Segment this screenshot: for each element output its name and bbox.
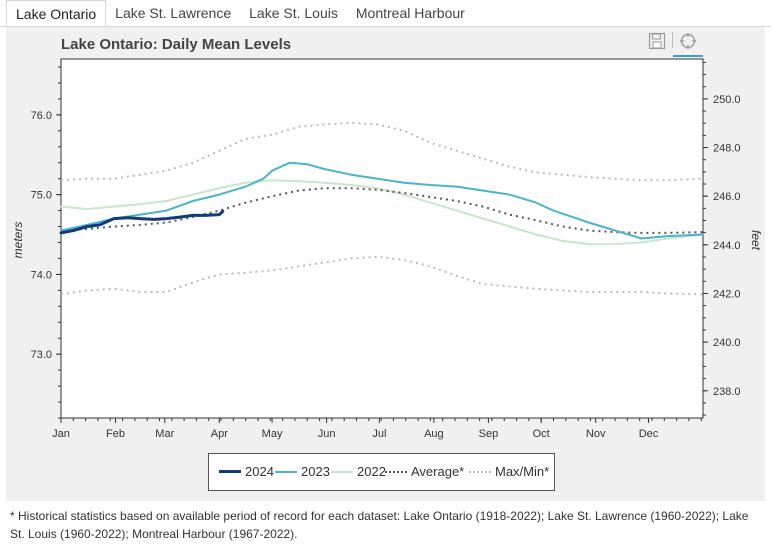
x-tick-label: Dec	[639, 428, 659, 440]
y-axis-right: 238.0 240.0 242.0 244.0 246.0 248.0 250.0	[703, 61, 741, 416]
legend-item-2024[interactable]: 2024	[219, 464, 274, 479]
x-tick-label: Aug	[424, 428, 444, 440]
x-tick-label: May	[262, 428, 283, 440]
series-line-2024[interactable]	[59, 209, 225, 235]
tab-lake-st-lawrence[interactable]: Lake St. Lawrence	[115, 5, 232, 21]
y2-tick-label: 246.0	[713, 191, 741, 203]
x-tick-label: Mar	[155, 428, 174, 440]
legend-swatch-2023	[275, 470, 297, 473]
legend-swatch-maxmin	[469, 470, 491, 473]
tab-lake-ontario[interactable]: Lake Ontario	[6, 0, 107, 28]
legend-swatch-2022	[331, 470, 353, 473]
chart-title: Lake Ontario: Daily Mean Levels	[61, 36, 292, 53]
y-axis-label: meters	[11, 222, 25, 259]
legend-item-2022[interactable]: 2022	[331, 464, 386, 479]
legend-item-average[interactable]: Average*	[385, 464, 464, 479]
legend-label-average: Average*	[411, 464, 465, 479]
active-tool-indicator	[673, 55, 703, 57]
x-tick-label: Feb	[106, 428, 125, 440]
y2-axis-label: feet	[749, 230, 763, 251]
y-tick-label: 73.0	[31, 349, 52, 361]
legend-swatch-average	[385, 470, 407, 473]
tab-divider	[0, 26, 771, 27]
y2-tick-label: 248.0	[713, 143, 741, 155]
x-tick-label: Oct	[533, 428, 550, 440]
x-tick-label: Apr	[211, 428, 228, 440]
tab-lake-st-louis[interactable]: Lake St. Louis	[249, 5, 338, 21]
y2-tick-label: 240.0	[713, 337, 741, 349]
x-tick-label: Jan	[52, 428, 70, 440]
series-line-2023[interactable]	[60, 161, 704, 240]
footnote: * Historical statistics based on availab…	[10, 509, 749, 541]
crosshair-icon[interactable]	[679, 32, 697, 54]
series-layer	[59, 121, 704, 296]
y2-tick-label: 242.0	[713, 288, 741, 300]
y-tick-label: 74.0	[31, 269, 52, 281]
legend-label-2022: 2022	[357, 464, 386, 479]
x-tick-label: Nov	[586, 428, 606, 440]
legend-label-maxmin: Max/Min*	[495, 464, 550, 479]
y2-tick-label: 250.0	[713, 94, 741, 106]
x-tick-label: Jun	[318, 428, 336, 440]
x-axis: Jan Feb Mar Apr May Jun Jul Aug Sep Oct Nov Dec	[52, 418, 702, 440]
plot-area	[60, 58, 704, 419]
y-tick-label: 76.0	[31, 110, 52, 122]
y-tick-label: 75.0	[31, 190, 52, 202]
legend: 2024 2023 2022 Average* Max/Min*	[208, 453, 555, 491]
toolbar-separator	[672, 32, 673, 48]
series-line-2022[interactable]	[60, 179, 704, 246]
legend-label-2023: 2023	[301, 464, 330, 479]
x-tick-label: Jul	[372, 428, 386, 440]
series-line-max-min[interactable]	[60, 121, 704, 182]
y2-tick-label: 238.0	[713, 386, 741, 398]
legend-item-maxmin[interactable]: Max/Min*	[469, 464, 549, 479]
legend-label-2024: 2024	[245, 464, 274, 479]
y-axis-left: 73.0 74.0 75.0 76.0	[31, 66, 61, 419]
legend-item-2023[interactable]: 2023	[275, 464, 330, 479]
tab-montreal-harbour[interactable]: Montreal Harbour	[355, 5, 465, 21]
tab-bar: Lake Ontario Lake St. Lawrence Lake St. …	[0, 0, 771, 28]
y2-tick-label: 244.0	[713, 240, 741, 252]
save-icon[interactable]	[648, 32, 666, 54]
x-tick-label: Sep	[479, 428, 499, 440]
legend-swatch-2024	[219, 470, 241, 473]
